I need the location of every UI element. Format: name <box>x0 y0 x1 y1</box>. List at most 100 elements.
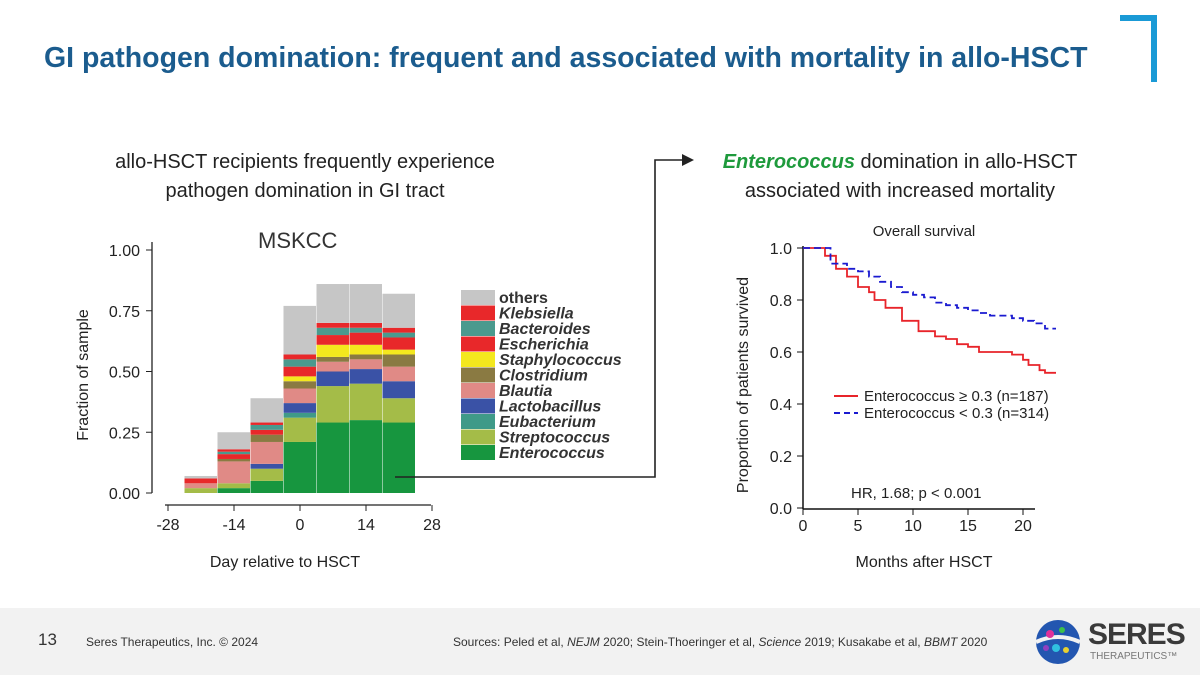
bar-segment-blautia <box>184 483 217 489</box>
right-heading-line1: domination in allo-HSCT <box>854 151 1078 173</box>
bar-segment-clostridium <box>217 458 250 462</box>
bar-segment-escherichia <box>349 332 382 345</box>
legend-swatch <box>461 305 495 321</box>
bar-segment-eubacterium <box>283 412 316 418</box>
bar-segment-escherichia <box>217 454 250 459</box>
bar-segment-enterococcus <box>283 441 316 493</box>
bar-segment-streptococcus <box>217 483 250 489</box>
x-tick-label: 28 <box>423 517 441 534</box>
legend-swatch <box>461 429 495 445</box>
x-tick-label: 20 <box>1014 518 1032 535</box>
seres-logo: SERES THERAPEUTICS™ <box>1034 618 1186 671</box>
legend-label: Staphylococcus <box>499 352 622 369</box>
connector-arrow <box>395 154 694 478</box>
bar-segment-enterococcus <box>316 422 349 493</box>
bar-segment-bacteroides <box>283 359 316 367</box>
x-tick-label: -28 <box>156 517 179 534</box>
bar-segment-bacteroides <box>250 424 283 430</box>
y-tick-label: 1.0 <box>770 241 792 258</box>
bar-segment-bacteroides <box>217 451 250 455</box>
bar-segment-blautia <box>349 359 382 370</box>
bar-segment-enterococcus <box>250 480 283 493</box>
y-tick-label: 0.4 <box>770 397 792 414</box>
bar-segment-staphylococcus <box>316 344 349 357</box>
bar-segment-klebsiella <box>250 422 283 425</box>
x-tick-label: 14 <box>357 517 375 534</box>
bar-segment-lactobacillus <box>283 403 316 413</box>
bar-segment-klebsiella <box>349 322 382 328</box>
legend-label: Eubacterium <box>499 414 596 431</box>
x-tick-label: 5 <box>854 518 863 535</box>
bar-segment-blautia <box>217 461 250 484</box>
legend-label: Blautia <box>499 383 552 400</box>
bar-segment-blautia <box>382 366 415 382</box>
legend-swatch <box>461 414 495 429</box>
right-heading: Enterococcus domination in allo-HSCT ass… <box>640 148 1160 206</box>
footer: 13 Seres Therapeutics, Inc. © 2024 Sourc… <box>0 608 1200 675</box>
legend-label: Enterococcus <box>499 445 605 462</box>
y-tick-label: 0.2 <box>770 449 792 466</box>
legend-label: Streptococcus <box>499 430 610 447</box>
legend-label: Bacteroides <box>499 321 591 338</box>
bar-segment-others <box>217 432 250 450</box>
slide-title: GI pathogen domination: frequent and ass… <box>44 42 1088 74</box>
bar-segment-escherichia <box>316 335 349 345</box>
bar-segment-escherichia <box>250 429 283 435</box>
page-number: 13 <box>38 630 57 649</box>
x-tick-label: 10 <box>904 518 922 535</box>
chart-title: Overall survival <box>873 223 976 240</box>
bar-segment-klebsiella <box>217 449 250 452</box>
survival-curve-low <box>803 247 1056 330</box>
bar-segment-blautia <box>283 388 316 404</box>
bar-segment-bacteroides <box>316 327 349 336</box>
legend-label: others <box>499 290 548 307</box>
legend-swatch <box>461 290 495 305</box>
y-axis-label: Proportion of patients survived <box>735 277 752 493</box>
right-heading-line2: associated with increased mortality <box>744 180 1056 202</box>
y-tick-label: 0.00 <box>109 486 140 503</box>
bar-segment-staphylococcus <box>283 376 316 382</box>
bar-segment-others <box>316 284 349 323</box>
legend-swatch <box>461 445 495 460</box>
bar-segment-streptococcus <box>382 398 415 423</box>
legend-label: Enterococcus ≥ 0.3 (n=187) <box>864 388 1049 405</box>
bar-segment-streptococcus <box>349 383 382 421</box>
bar-segment-others <box>283 305 316 355</box>
heading-emphasis: Enterococcus <box>722 151 855 173</box>
legend-label: Enterococcus < 0.3 (n=314) <box>864 405 1049 422</box>
bar-segment-clostridium <box>316 356 349 362</box>
x-tick-label: 0 <box>799 518 808 535</box>
bar-segment-others <box>250 398 283 423</box>
left-heading-line2: pathogen domination in GI tract <box>165 180 445 202</box>
survival-chart: 0.0 0.2 0.4 0.6 0.8 1.0 0 5 10 15 20 Months after H… <box>735 223 1056 571</box>
x-tick-label: 0 <box>296 517 305 534</box>
bar-segment-klebsiella <box>382 327 415 333</box>
bar-segment-staphylococcus <box>382 349 415 355</box>
bar-segment-enterococcus <box>349 420 382 493</box>
legend-swatch <box>461 336 495 352</box>
x-tick-label: 15 <box>959 518 977 535</box>
bar-segment-bacteroides <box>349 327 382 333</box>
bar-segment-enterococcus <box>382 422 415 493</box>
bar-segment-lactobacillus <box>316 371 349 387</box>
bar-segment-escherichia <box>382 337 415 350</box>
bar-segment-bacteroides <box>382 332 415 338</box>
y-tick-label: 0.8 <box>770 293 792 310</box>
corner-bracket <box>1120 15 1157 82</box>
bar-segment-staphylococcus <box>349 344 382 355</box>
y-tick-label: 1.00 <box>109 243 140 260</box>
y-axis-label: Fraction of sample <box>75 309 92 441</box>
bar-segment-others <box>349 284 382 323</box>
sources: Sources: Peled et al, NEJM 2020; Stein-T… <box>453 635 988 649</box>
y-tick-label: 0.0 <box>770 501 792 518</box>
left-heading: allo-HSCT recipients frequently experien… <box>60 148 550 206</box>
y-tick-label: 0.50 <box>109 365 140 382</box>
bar-segment-blautia <box>316 361 349 372</box>
bar-segment-lactobacillus <box>349 369 382 384</box>
legend-label: Clostridium <box>499 368 588 385</box>
legend-label: Escherichia <box>499 337 589 354</box>
copyright: Seres Therapeutics, Inc. © 2024 <box>86 635 259 649</box>
bar-segment-escherichia <box>184 478 217 484</box>
y-tick-label: 0.25 <box>109 425 140 442</box>
